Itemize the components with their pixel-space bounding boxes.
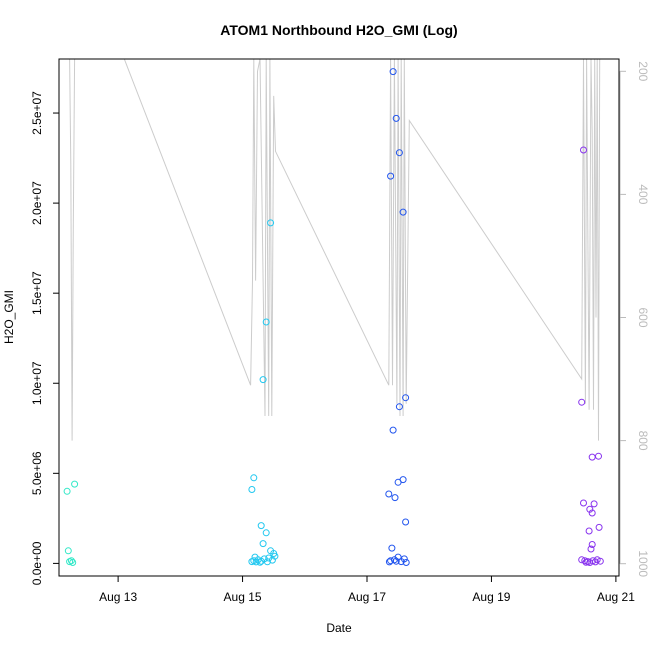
data-point xyxy=(71,480,79,488)
x-axis: Aug 13 Aug 15 Aug 17 Aug 19 Aug 21 xyxy=(99,576,635,604)
data-point xyxy=(251,553,259,561)
secondary-y-axis: 200 400 600 800 1000 xyxy=(619,61,650,577)
y-tick-label: 5.0e+06 xyxy=(30,451,44,495)
data-point xyxy=(588,453,596,461)
data-point xyxy=(271,552,279,560)
data-point xyxy=(588,541,596,548)
data-point xyxy=(394,478,402,486)
data-point xyxy=(392,557,400,565)
data-point xyxy=(252,558,260,566)
data-point xyxy=(262,318,270,326)
x-tick-label: Aug 19 xyxy=(472,590,510,604)
y-tick-label: 2.5e+07 xyxy=(30,91,44,135)
data-point xyxy=(595,452,602,460)
data-point xyxy=(392,114,400,122)
data-point xyxy=(385,558,393,566)
data-point xyxy=(265,554,273,562)
chart-title: ATOM1 Northbound H2O_GMI (Log) xyxy=(220,22,457,38)
data-point xyxy=(385,490,393,498)
data-point xyxy=(399,208,407,216)
data-point xyxy=(580,146,587,154)
data-point xyxy=(586,505,594,513)
data-point xyxy=(395,403,403,411)
data-point xyxy=(595,523,603,531)
data-point xyxy=(259,376,267,384)
secondary-tick-label: 1000 xyxy=(636,550,650,577)
data-point xyxy=(400,555,408,563)
x-tick-label: Aug 15 xyxy=(224,590,262,604)
secondary-tick-label: 800 xyxy=(636,431,650,451)
x-tick-label: Aug 21 xyxy=(597,590,635,604)
data-point xyxy=(259,540,267,548)
data-point xyxy=(587,545,595,553)
data-point xyxy=(582,558,590,566)
data-point xyxy=(262,529,270,537)
data-point xyxy=(402,559,410,566)
y-tick-label: 1.5e+07 xyxy=(30,271,44,315)
data-point xyxy=(387,172,395,180)
data-point xyxy=(585,527,593,535)
data-point xyxy=(395,149,403,157)
y-tick-label: 2.0e+07 xyxy=(30,181,44,225)
y-axis-label: H2O_GMI xyxy=(2,290,16,344)
data-point xyxy=(64,547,72,555)
data-point xyxy=(391,494,399,502)
data-point xyxy=(389,68,397,76)
data-point xyxy=(388,544,396,552)
secondary-tick-label: 400 xyxy=(636,184,650,204)
secondary-tick-label: 600 xyxy=(636,307,650,327)
data-point xyxy=(591,558,599,566)
data-point xyxy=(67,557,75,565)
data-point xyxy=(578,398,586,406)
data-point xyxy=(402,518,410,526)
points-layer xyxy=(63,68,604,566)
data-point xyxy=(63,487,71,495)
x-tick-label: Aug 13 xyxy=(99,590,137,604)
data-point xyxy=(590,500,598,508)
data-point xyxy=(257,522,265,530)
data-point xyxy=(389,426,397,434)
data-point xyxy=(256,558,264,566)
x-tick-label: Aug 17 xyxy=(348,590,386,604)
data-point xyxy=(69,559,77,566)
data-point xyxy=(402,394,410,402)
secondary-line-layer xyxy=(69,59,601,441)
plot-frame xyxy=(58,58,620,577)
secondary-series-line xyxy=(69,59,601,441)
y-tick-label: 1.0e+07 xyxy=(30,361,44,405)
data-point xyxy=(596,557,604,565)
data-point xyxy=(588,509,596,517)
data-point xyxy=(263,558,271,566)
y-axis: 0.0e+00 5.0e+06 1.0e+07 1.5e+07 2.0e+07 2.5e+… xyxy=(30,91,59,585)
x-axis-label: Date xyxy=(326,621,352,635)
data-point xyxy=(248,486,256,493)
data-point xyxy=(580,499,587,507)
data-point xyxy=(267,219,275,227)
secondary-tick-label: 200 xyxy=(636,61,650,81)
y-tick-label: 0.0e+00 xyxy=(30,541,44,585)
data-point xyxy=(250,474,258,482)
